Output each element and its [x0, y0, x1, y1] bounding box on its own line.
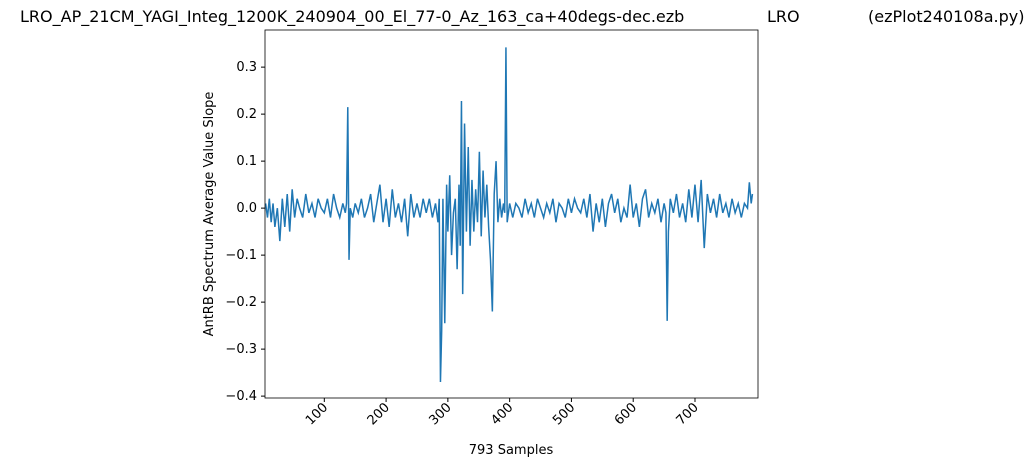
x-axis-label: 793 Samples [469, 443, 554, 458]
chart-title: LRO [767, 7, 800, 26]
x-tick-label: 500 [550, 400, 578, 428]
y-tick-label: −0.3 [225, 342, 257, 357]
y-tick-label: −0.1 [225, 248, 257, 263]
y-axis-label: AntRB Spectrum Average Value Slope [202, 92, 217, 337]
y-tick-label: 0.2 [236, 107, 257, 122]
plot-frame [264, 29, 759, 399]
x-tick-label: 600 [612, 400, 640, 428]
chart-title: (ezPlot240108a.py) [868, 7, 1024, 26]
x-tick-label: 400 [488, 400, 516, 428]
x-tick-label: 200 [365, 400, 393, 428]
x-tick-label: 100 [303, 400, 331, 428]
y-tick-label: −0.2 [225, 295, 257, 310]
y-tick-label: 0.0 [236, 201, 257, 216]
data-line [265, 47, 754, 383]
y-tick-label: 0.1 [236, 154, 257, 169]
x-tick-label: 700 [674, 400, 702, 428]
y-tick-label: 0.3 [236, 60, 257, 75]
y-tick-label: −0.4 [225, 389, 257, 404]
x-tick-label: 300 [427, 400, 455, 428]
chart-title: LRO_AP_21CM_YAGI_Integ_1200K_240904_00_E… [20, 7, 684, 27]
